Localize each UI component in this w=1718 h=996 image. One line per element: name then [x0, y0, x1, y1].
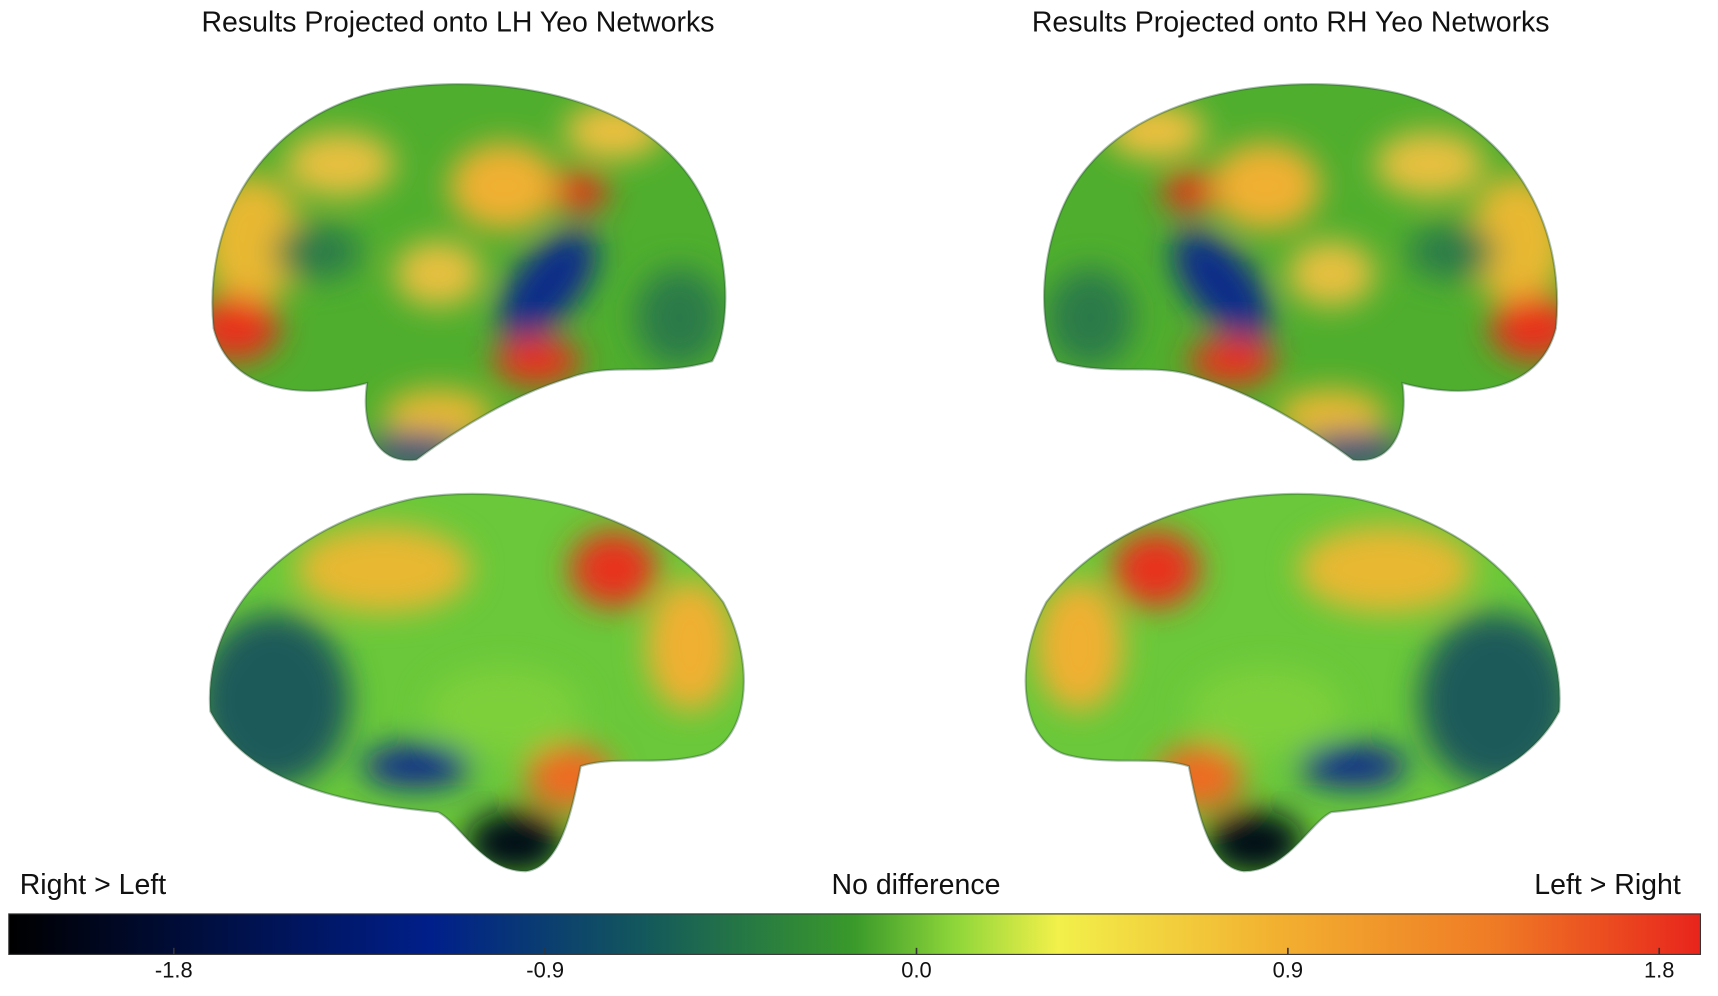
- colorbar-tick-label: -1.8: [155, 958, 193, 983]
- colorbar-center-label: No difference: [832, 869, 1001, 901]
- rh-lateral-brain: [1024, 66, 1577, 482]
- colorbar-tick-label: 0.0: [901, 958, 931, 983]
- colorbar-tick-label: 1.8: [1644, 958, 1674, 983]
- colorbar-right-label: Left > Right: [1534, 869, 1681, 901]
- rh-medial-brain: [1013, 482, 1572, 887]
- colorbar: [8, 913, 1702, 955]
- panel-title: Results Projected onto RH Yeo Networks: [1032, 7, 1550, 39]
- colorbar-left-label: Right > Left: [20, 869, 167, 901]
- colorbar-tick-label: 0.9: [1273, 958, 1303, 983]
- panel-title: Results Projected onto LH Yeo Networks: [201, 7, 714, 39]
- lh-lateral-brain: [192, 66, 745, 482]
- colorbar-tick-label: -0.9: [526, 958, 564, 983]
- lh-medial-brain: [197, 482, 756, 887]
